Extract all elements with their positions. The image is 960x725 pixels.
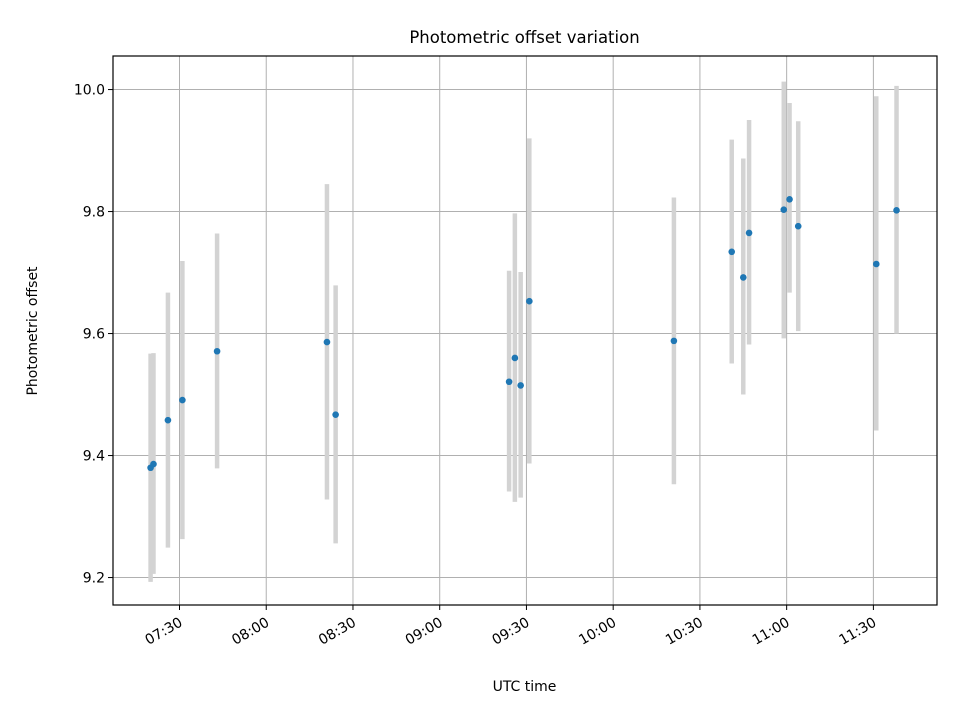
data-point [728, 248, 736, 256]
data-point [794, 222, 802, 230]
x-axis-ticks: 07:30 08:00 08:30 09:00 09:30 10:00 10:30 11:00… [143, 605, 879, 649]
data-point [872, 260, 880, 268]
data-point [517, 382, 524, 389]
data-point [213, 347, 221, 355]
x-tick-label: 07:30 [143, 615, 186, 649]
y-axis-label: Photometric offset [25, 266, 41, 396]
data-point [332, 411, 339, 418]
data-point [670, 337, 678, 345]
x-tick-label: 10:30 [663, 615, 706, 649]
x-tick-label: 10:00 [576, 615, 619, 649]
data-point [511, 354, 519, 362]
x-tick-label: 09:00 [403, 615, 446, 649]
x-tick-label: 11:00 [750, 615, 793, 649]
x-tick-label: 09:30 [489, 615, 532, 649]
x-axis-label: UTC time [493, 679, 557, 695]
chart-title: Photometric offset variation [409, 28, 639, 47]
y-tick-label: 9.4 [83, 449, 105, 465]
data-point [780, 206, 788, 214]
data-point [786, 196, 793, 203]
x-tick-label: 08:30 [316, 615, 359, 649]
grid-lines [113, 56, 937, 605]
data-point [323, 338, 331, 346]
data-point [505, 378, 513, 386]
data-point [745, 229, 753, 237]
data-point [893, 207, 900, 214]
y-axis-ticks: 9.2 9.4 9.6 9.8 10.0 [74, 83, 113, 587]
y-tick-label: 9.8 [83, 205, 105, 221]
data-point [150, 460, 157, 468]
x-tick-label: 11:30 [836, 615, 879, 649]
y-tick-label: 10.0 [74, 83, 105, 99]
data-point [179, 396, 186, 404]
data-point [739, 274, 747, 281]
error-bars [148, 81, 899, 582]
data-point [164, 416, 172, 424]
data-point [526, 297, 533, 305]
y-tick-label: 9.2 [83, 571, 105, 587]
data-points [147, 196, 900, 472]
x-tick-label: 08:00 [229, 615, 272, 649]
plot-frame [112, 55, 938, 606]
y-tick-label: 9.6 [83, 327, 105, 343]
